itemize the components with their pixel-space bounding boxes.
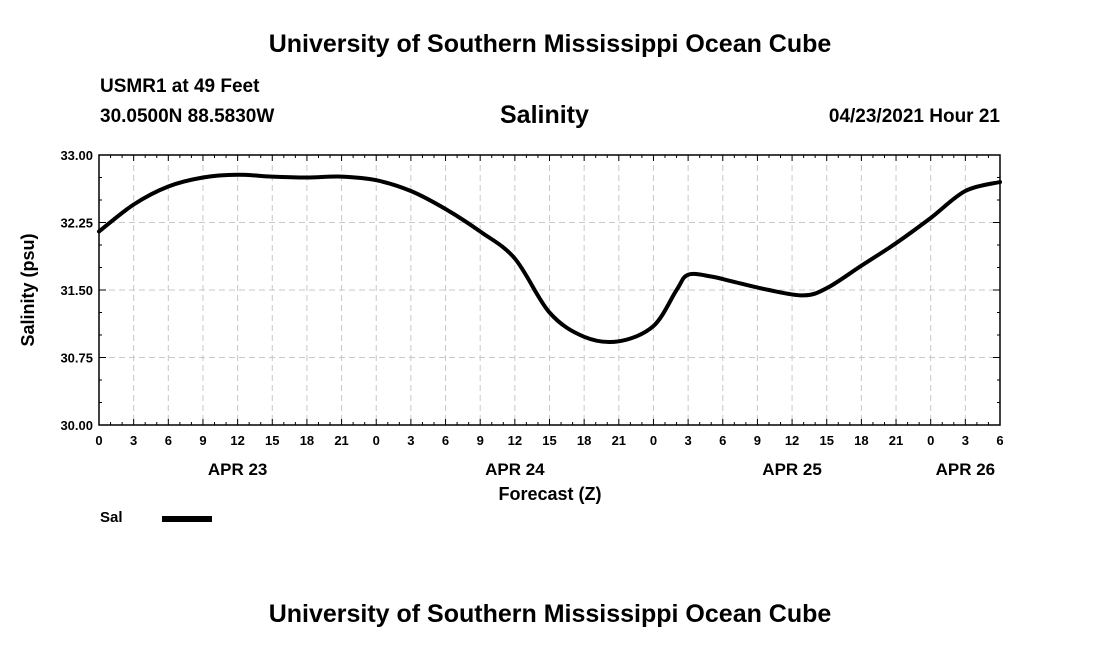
legend-label: Sal: [100, 509, 123, 526]
x-tick-label: 0: [927, 433, 934, 448]
x-axis-title: Forecast (Z): [498, 484, 601, 504]
date-label: APR 26: [936, 460, 996, 479]
y-tick-label: 33.00: [60, 148, 93, 163]
x-tick-label: 0: [95, 433, 102, 448]
x-tick-label: 6: [442, 433, 449, 448]
x-tick-label: 9: [754, 433, 761, 448]
x-tick-label: 3: [407, 433, 414, 448]
x-tick-label: 0: [373, 433, 380, 448]
date-label: APR 25: [762, 460, 822, 479]
x-tick-label: 15: [819, 433, 833, 448]
x-tick-label: 9: [199, 433, 206, 448]
x-tick-label: 0: [650, 433, 657, 448]
x-tick-label: 12: [230, 433, 244, 448]
x-tick-label: 9: [477, 433, 484, 448]
x-tick-label: 6: [165, 433, 172, 448]
x-tick-label: 21: [612, 433, 626, 448]
legend-swatch: [162, 516, 212, 522]
x-tick-label: 3: [684, 433, 691, 448]
datetime-label: 04/23/2021 Hour 21: [828, 106, 1000, 127]
series-line-sal: [97, 172, 1002, 345]
y-axis-title: Salinity (psu): [18, 233, 38, 346]
x-tick-label: 12: [785, 433, 799, 448]
x-tick-label: 3: [962, 433, 969, 448]
x-tick-label: 6: [719, 433, 726, 448]
station-label: USMR1 at 49 Feet: [100, 76, 260, 97]
x-tick-label: 6: [996, 433, 1003, 448]
y-tick-label: 31.50: [60, 283, 93, 298]
y-tick-label: 30.00: [60, 418, 93, 433]
bottom-title: University of Southern Mississippi Ocean…: [268, 600, 832, 628]
x-tick-label: 21: [889, 433, 903, 448]
top-title: University of Southern Mississippi Ocean…: [268, 30, 832, 58]
date-label: APR 24: [485, 460, 545, 479]
x-tick-label: 3: [130, 433, 137, 448]
coordinates-label: 30.0500N 88.5830W: [100, 106, 275, 127]
x-tick-label: 18: [577, 433, 591, 448]
variable-title: Salinity: [500, 101, 589, 129]
x-tick-label: 12: [508, 433, 522, 448]
y-tick-label: 30.75: [60, 351, 93, 366]
x-tick-label: 21: [334, 433, 348, 448]
x-tick-label: 18: [854, 433, 868, 448]
tick-labels: 0 3 6 9 12 15 18 21 0 3 6 9 12 15 18 21 0 3 6 9 12 15 18 21 0 3 6 3…: [60, 148, 1003, 479]
plot-frame: [98, 154, 1001, 426]
date-label: APR 23: [208, 460, 268, 479]
y-tick-label: 32.25: [60, 216, 93, 231]
x-tick-label: 18: [300, 433, 314, 448]
grid-lines: [99, 155, 1000, 425]
x-tick-label: 15: [542, 433, 556, 448]
x-tick-label: 15: [265, 433, 279, 448]
